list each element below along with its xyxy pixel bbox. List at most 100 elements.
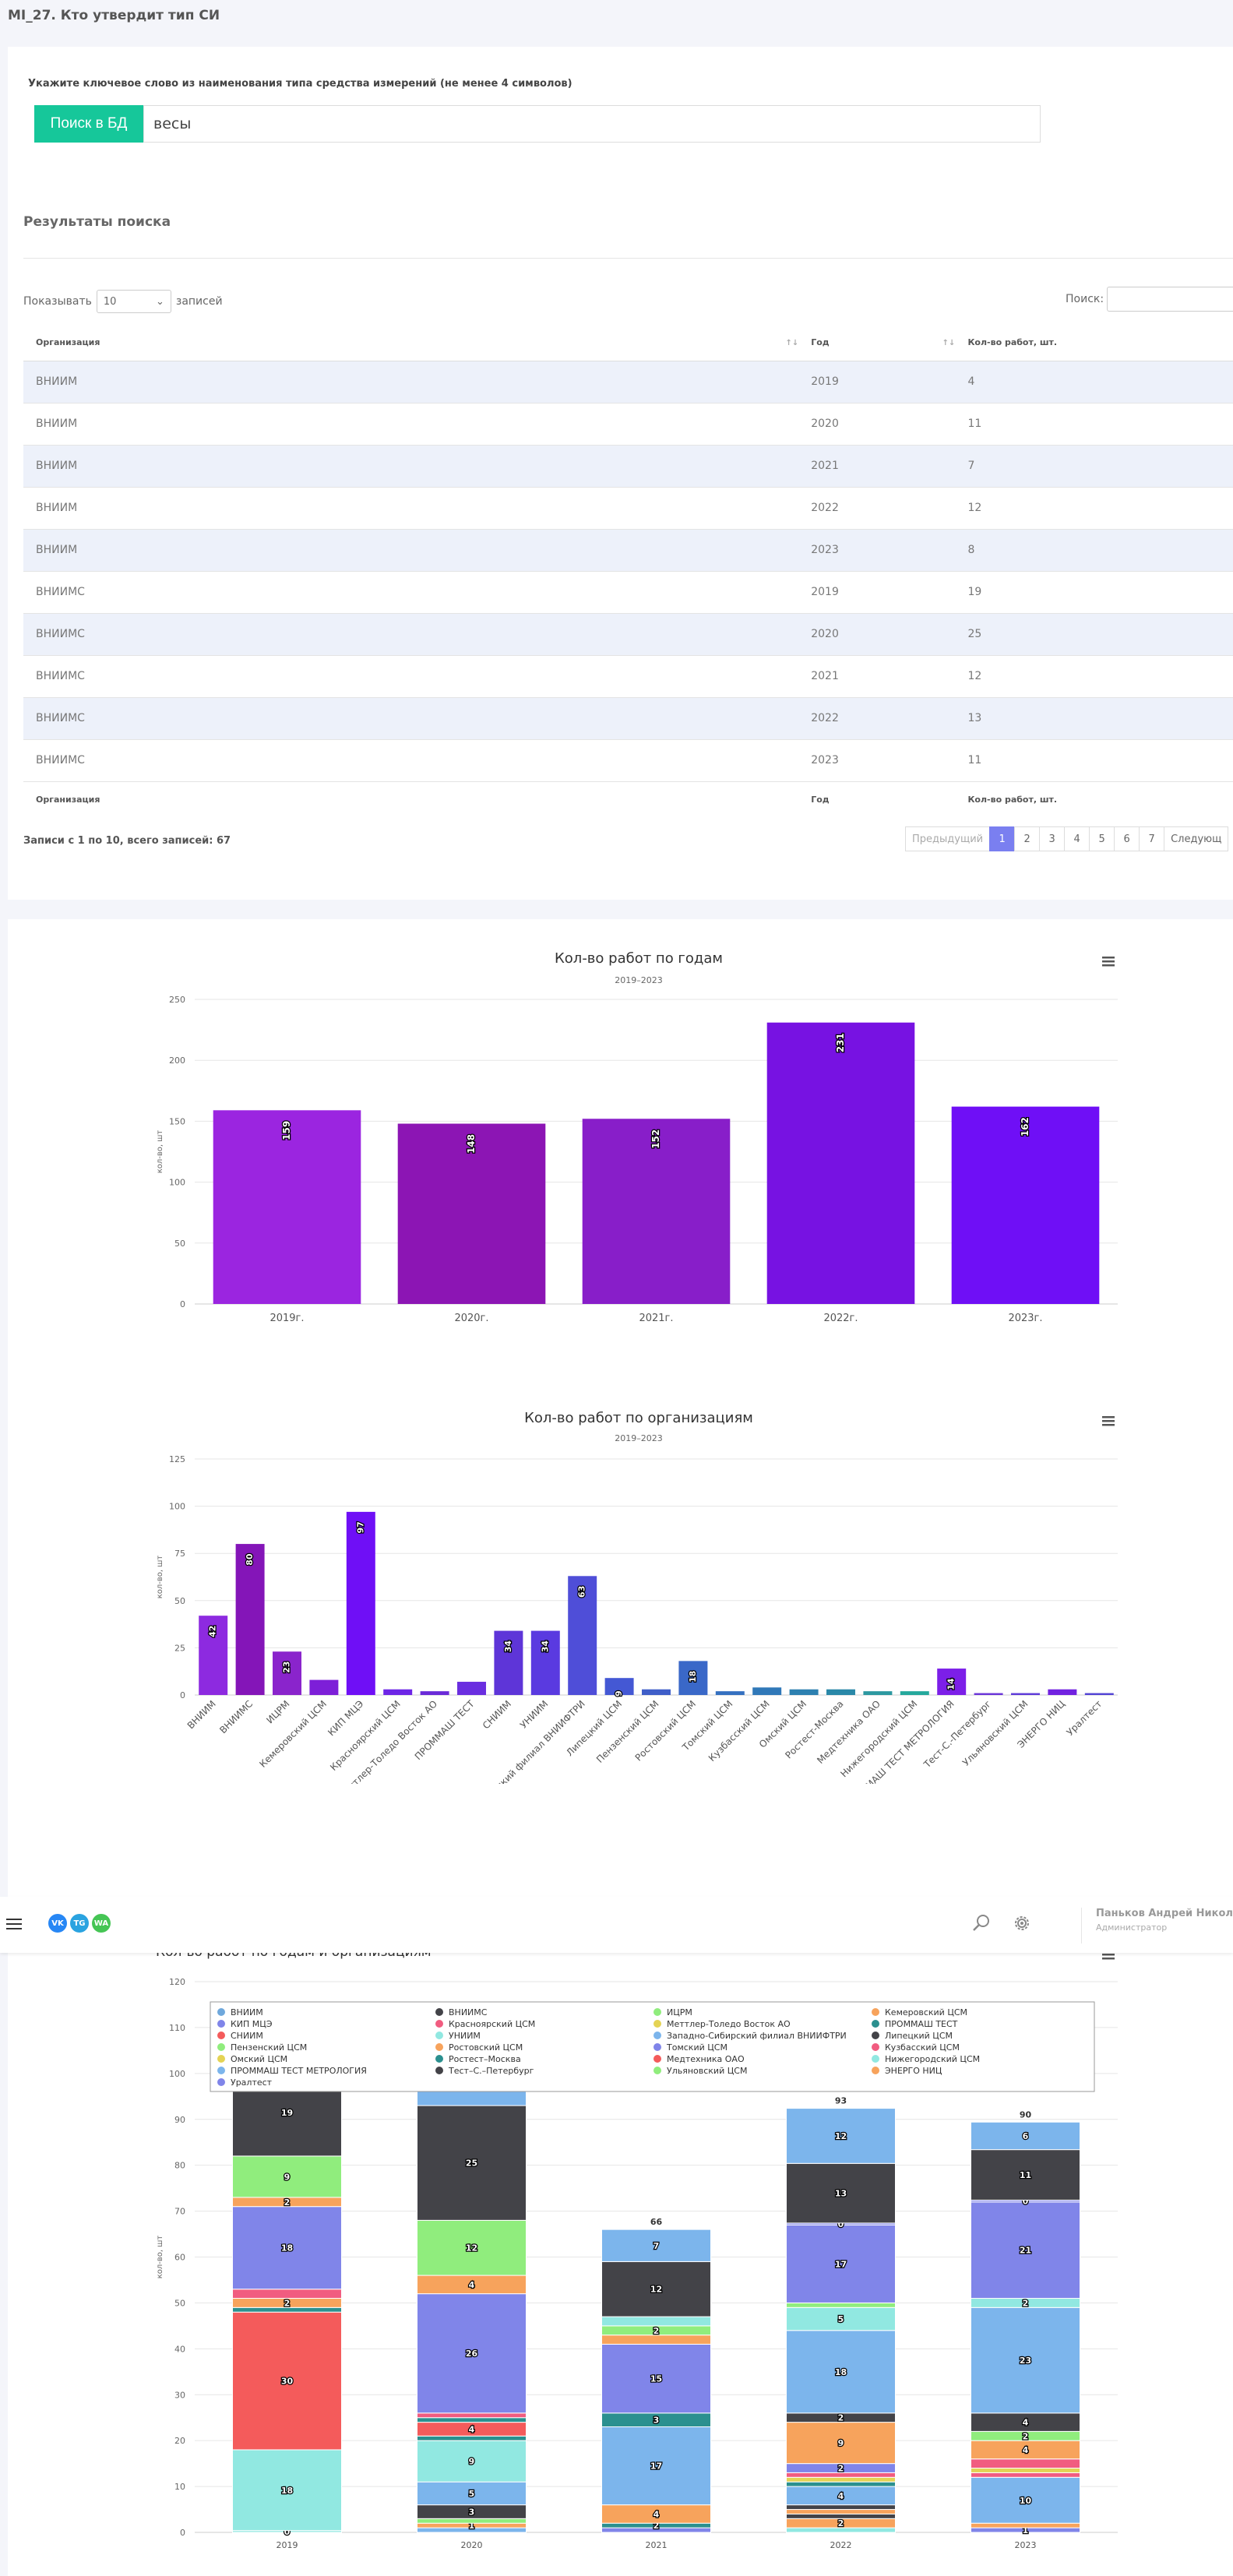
table-row[interactable]: ВНИИМС 2023 11 [23,739,1233,782]
legend-item: Уралтест [231,2077,273,2088]
table-cell: ВНИИМС [23,613,799,656]
data-label: 80 [245,1553,255,1566]
y-tick-label: 20 [174,2436,185,2446]
pager-page[interactable]: 4 [1064,826,1090,851]
y-tick-label: 50 [174,1239,185,1249]
pager-page[interactable]: 5 [1089,826,1115,851]
search-icon[interactable] [971,1912,992,1934]
bar [1048,1689,1077,1695]
table-cell: 2021 [798,655,956,698]
y-tick-label: 80 [174,2161,185,2171]
table-row[interactable]: ВНИИМС 2020 25 [23,613,1233,656]
stack-segment [417,2105,527,2221]
pager-page[interactable]: 1 [989,826,1016,851]
chart-menu-icon[interactable] [1102,1416,1115,1426]
chart-menu-icon[interactable] [1102,957,1115,967]
bar [766,1022,915,1304]
data-label: 18 [281,2243,293,2254]
data-label: 9 [614,1690,624,1697]
data-label: 17 [650,2461,662,2472]
table-row[interactable]: ВНИИМ 2020 11 [23,403,1233,446]
legend-item: Кузбасский ЦСМ [885,2042,960,2053]
bar [420,1691,449,1695]
data-label: 4 [653,2509,660,2519]
length-suffix: записей [175,295,223,308]
data-label: 9 [838,2438,844,2448]
data-label: 18 [688,1671,698,1683]
legend-marker [872,2067,879,2074]
bar [604,1678,634,1695]
bar [530,1630,560,1695]
table-cell: 12 [955,487,1233,530]
results-table: Организация ↑↓ Год ↑↓ Кол-во работ, шт. ВН… [23,325,1233,817]
pager-page[interactable]: 7 [1139,826,1165,851]
bar [678,1661,708,1695]
column-header-count[interactable]: Кол-во работ, шт. [955,325,1233,361]
table-row[interactable]: ВНИИМ 2023 8 [23,529,1233,572]
legend-marker [217,2020,225,2028]
user-block[interactable]: Паньков Андрей Николаевич Администратор [1081,1908,1233,1943]
table-row[interactable]: ВНИИМС 2021 12 [23,655,1233,698]
stack-segment [232,2449,342,2532]
filter-input[interactable] [1107,287,1233,312]
table-row[interactable]: ВНИИМ 2019 4 [23,361,1233,403]
data-label: 5 [469,2489,475,2499]
search-input[interactable]: весы [143,105,1041,143]
chart-menu-line [1102,1954,1115,1956]
data-label: 4 [838,2491,844,2501]
data-label: 7 [653,2241,660,2251]
x-tick-label: 2023 [1015,2540,1037,2550]
data-label: 9 [284,2172,291,2182]
y-tick-label: 100 [169,2069,185,2079]
bar [457,1682,486,1695]
table-cell: ВНИИМ [23,403,799,446]
legend-marker [653,2020,661,2028]
x-tick-label: Кемеровский ЦСМ [257,1698,329,1770]
y-tick-label: 25 [174,1643,185,1653]
stack-segment [417,2293,527,2414]
whatsapp-icon[interactable]: WA [92,1914,111,1933]
x-tick-label: 2022 [830,2540,852,2550]
data-label: 152 [650,1129,661,1149]
legend-marker [435,2067,443,2074]
data-label: 4 [469,2424,475,2434]
legend-item: Тест–С.–Петербург [448,2066,534,2076]
legend-item: СНИИМ [231,2031,263,2041]
table-row[interactable]: ВНИИМ 2021 7 [23,445,1233,488]
legend-marker [435,2008,443,2016]
y-tick-label: 150 [169,1116,185,1126]
column-header-organization[interactable]: Организация ↑↓ [23,325,799,361]
chart-menu-line [1102,1420,1115,1422]
menu-icon[interactable] [6,1919,22,1929]
table-cell: ВНИИМС [23,571,799,614]
table-filter: Поиск: [1066,287,1233,312]
column-header-year[interactable]: Год ↑↓ [798,325,956,361]
legend-item: ИЦРМ [667,2007,692,2017]
legend-item: Медтехника ОАО [667,2054,745,2064]
length-select[interactable]: 10 ⌄ [96,290,171,313]
pager-page[interactable]: 3 [1039,826,1066,851]
data-label: 2 [653,2521,660,2531]
vk-icon[interactable]: VK [48,1914,67,1933]
search-db-button[interactable]: Поиск в БД [34,105,143,143]
table-row[interactable]: ВНИИМС 2022 13 [23,697,1233,740]
table-row[interactable]: ВНИИМС 2019 19 [23,571,1233,614]
pager-page[interactable]: 6 [1114,826,1140,851]
pager-next[interactable]: Следующ [1164,826,1229,851]
table-cell: 2022 [798,697,956,740]
chart-title: Кол-во работ по организациям [524,1410,753,1426]
table-cell: 11 [955,403,1233,446]
pager-prev[interactable]: Предыдущий [905,826,991,851]
results-title: Результаты поиска [23,214,171,230]
table-row[interactable]: ВНИИМ 2022 12 [23,487,1233,530]
telegram-icon[interactable]: TG [70,1914,89,1933]
pager-page[interactable]: 2 [1014,826,1041,851]
gear-icon[interactable] [1011,1912,1033,1934]
y-axis-label: кол-во, шт [156,1130,164,1174]
legend-item: Западно-Сибирский филиал ВНИИФТРИ [667,2031,847,2041]
legend-marker [435,2055,443,2063]
chart-subtitle: 2019–2023 [615,975,663,985]
data-label: 12 [466,2243,477,2254]
legend-marker [653,2055,661,2063]
legend-item: УНИИМ [449,2031,481,2041]
